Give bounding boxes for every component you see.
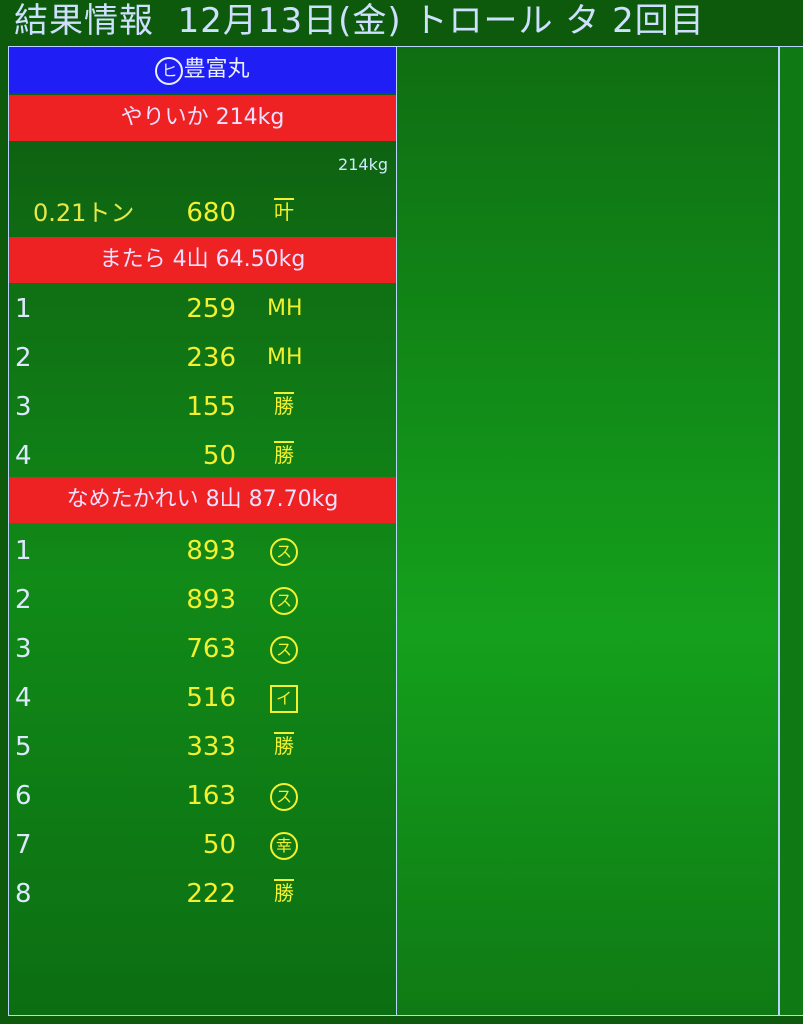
table-row: 6 163 ス	[9, 772, 396, 820]
empty-panel	[396, 46, 779, 1016]
lot-number: 1	[15, 536, 32, 566]
buyer-mark: 勝	[274, 732, 294, 758]
lot-number: 5	[15, 732, 32, 762]
table-row: 4 516 イ	[9, 674, 396, 722]
buyer-mark: MH	[267, 345, 303, 370]
lot-price: 50	[202, 441, 236, 471]
table-row: 5 333 勝	[9, 723, 396, 771]
vessel-mark: ヒ	[155, 57, 184, 85]
empty-panel-edge	[779, 46, 803, 1016]
lot-number: 7	[15, 830, 32, 860]
lot-number: 8	[15, 879, 32, 909]
table-row: 1 893 ス	[9, 527, 396, 575]
vessel-name: 豊富丸	[183, 57, 250, 82]
section-header: やりいか 214kg	[9, 95, 396, 141]
table-row: 8 222 勝	[9, 870, 396, 918]
buyer-mark: 勝	[274, 441, 294, 467]
result-panel: ヒ豊富丸 やりいか 214kg 214kg 0.21トン 680 叶 またら 4…	[8, 46, 397, 1016]
lot-number: 4	[15, 683, 32, 713]
lot-number: 2	[15, 585, 32, 615]
lot-price: 155	[186, 392, 236, 422]
lot-price: 50	[202, 830, 236, 860]
buyer-mark: 勝	[274, 879, 294, 905]
vessel-header: ヒ豊富丸	[9, 47, 396, 93]
lot-number: 3	[15, 392, 32, 422]
table-row: 7 50 幸	[9, 821, 396, 869]
buyer-mark: 叶	[274, 198, 294, 224]
buyer-mark: MH	[267, 296, 303, 321]
page-title: 結果情報 12月13日(金) トロール タ 2回目	[14, 1, 705, 41]
table-row: 4 50 勝	[9, 432, 396, 480]
buyer-mark: ス	[270, 538, 298, 566]
lot-number: 4	[15, 441, 32, 471]
section-subtotal: 214kg	[338, 155, 388, 174]
lot-price: 236	[186, 343, 236, 373]
lot-price: 516	[186, 683, 236, 713]
buyer-mark: ス	[270, 587, 298, 615]
lot-quantity: 0.21トン	[33, 199, 135, 227]
section-header: またら 4山 64.50kg	[9, 237, 396, 283]
lot-price: 259	[186, 294, 236, 324]
table-row: 0.21トン 680 叶	[9, 189, 396, 237]
lot-number: 1	[15, 294, 32, 324]
lot-number: 2	[15, 343, 32, 373]
buyer-mark: 勝	[274, 392, 294, 418]
table-row: 2 893 ス	[9, 576, 396, 624]
table-row: 1 259 MH	[9, 285, 396, 333]
buyer-mark: 幸	[270, 832, 298, 860]
section-header: なめたかれい 8山 87.70kg	[9, 477, 396, 523]
lot-price: 893	[186, 585, 236, 615]
table-row: 3 155 勝	[9, 383, 396, 431]
lot-price: 163	[186, 781, 236, 811]
lot-price: 333	[186, 732, 236, 762]
buyer-mark: ス	[270, 783, 298, 811]
lot-number: 3	[15, 634, 32, 664]
lot-price: 680	[186, 198, 236, 228]
lot-number: 6	[15, 781, 32, 811]
buyer-mark: ス	[270, 636, 298, 664]
table-row: 2 236 MH	[9, 334, 396, 382]
lot-price: 222	[186, 879, 236, 909]
lot-price: 893	[186, 536, 236, 566]
buyer-mark: イ	[270, 685, 298, 713]
table-row: 3 763 ス	[9, 625, 396, 673]
lot-price: 763	[186, 634, 236, 664]
